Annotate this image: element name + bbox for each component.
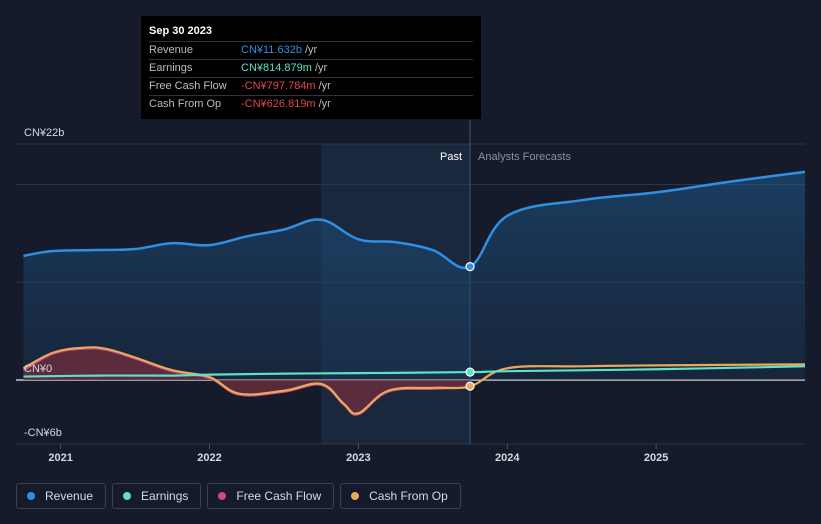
tooltip-row-earnings: Earnings CN¥814.879m /yr: [149, 60, 473, 78]
cash-from-op-line: [22, 346, 806, 415]
cash-from-op-marker: [465, 381, 475, 391]
legend-dot-icon: [123, 492, 132, 500]
y-axis-label-zero: CN¥0: [24, 363, 52, 375]
legend-dot-icon: [218, 492, 227, 500]
earnings-marker: [465, 367, 475, 377]
tooltip-unit: /yr: [314, 62, 328, 74]
legend-item-cash-from-op[interactable]: Cash From Op: [340, 483, 461, 509]
x-tick-label: 2024: [495, 452, 520, 464]
tooltip-value: -CN¥797.784m: [241, 80, 316, 92]
tooltip-row-cash-from-op: Cash From Op -CN¥626.819m /yr: [149, 96, 473, 113]
past-label: Past: [440, 151, 462, 163]
legend-dot-icon: [351, 492, 360, 500]
tooltip-value: -CN¥626.819m: [241, 98, 316, 110]
y-axis-label-bottom: -CN¥6b: [24, 427, 62, 439]
tooltip-date: Sep 30 2023: [149, 23, 473, 42]
revenue-area: [23, 171, 805, 380]
x-tick-label: 2023: [346, 452, 370, 464]
tooltip-label: Free Cash Flow: [149, 80, 227, 92]
legend-item-revenue[interactable]: Revenue: [16, 483, 107, 509]
tooltip-unit: /yr: [318, 80, 331, 92]
legend-item-free-cash-flow[interactable]: Free Cash Flow: [207, 483, 335, 509]
legend-label: Cash From Op: [369, 489, 448, 503]
legend: Revenue Earnings Free Cash Flow Cash Fro…: [16, 483, 461, 509]
tooltip-value: CN¥11.632b: [241, 44, 302, 56]
tooltip-label: Cash From Op: [149, 98, 222, 110]
revenue-line: [23, 170, 806, 270]
legend-label: Revenue: [45, 489, 94, 503]
x-tick-label: 2025: [644, 452, 668, 464]
legend-item-earnings[interactable]: Earnings: [112, 483, 202, 509]
revenue-marker: [465, 262, 475, 272]
legend-label: Free Cash Flow: [236, 489, 322, 503]
free-cash-flow-area: [23, 348, 471, 415]
tooltip-unit: /yr: [304, 44, 318, 56]
legend-label: Earnings: [141, 489, 189, 503]
forecast-label: Analysts Forecasts: [478, 151, 571, 163]
tooltip-row-free-cash-flow: Free Cash Flow -CN¥797.784m /yr: [149, 78, 473, 96]
tooltip-unit: /yr: [318, 98, 331, 110]
y-axis-label-top: CN¥22b: [24, 127, 64, 139]
tooltip-row-revenue: Revenue CN¥11.632b /yr: [149, 42, 473, 60]
x-tick-label: 2021: [48, 452, 72, 464]
tooltip: Sep 30 2023 Revenue CN¥11.632b /yr Earni…: [141, 16, 481, 119]
legend-dot-icon: [27, 492, 35, 500]
x-tick-label: 2022: [197, 452, 221, 464]
tooltip-label: Revenue: [149, 44, 194, 56]
cash-flow-area: [23, 347, 471, 414]
tooltip-label: Earnings: [149, 62, 193, 74]
earnings-line: [23, 365, 806, 378]
tooltip-value: CN¥814.879m: [241, 62, 312, 74]
